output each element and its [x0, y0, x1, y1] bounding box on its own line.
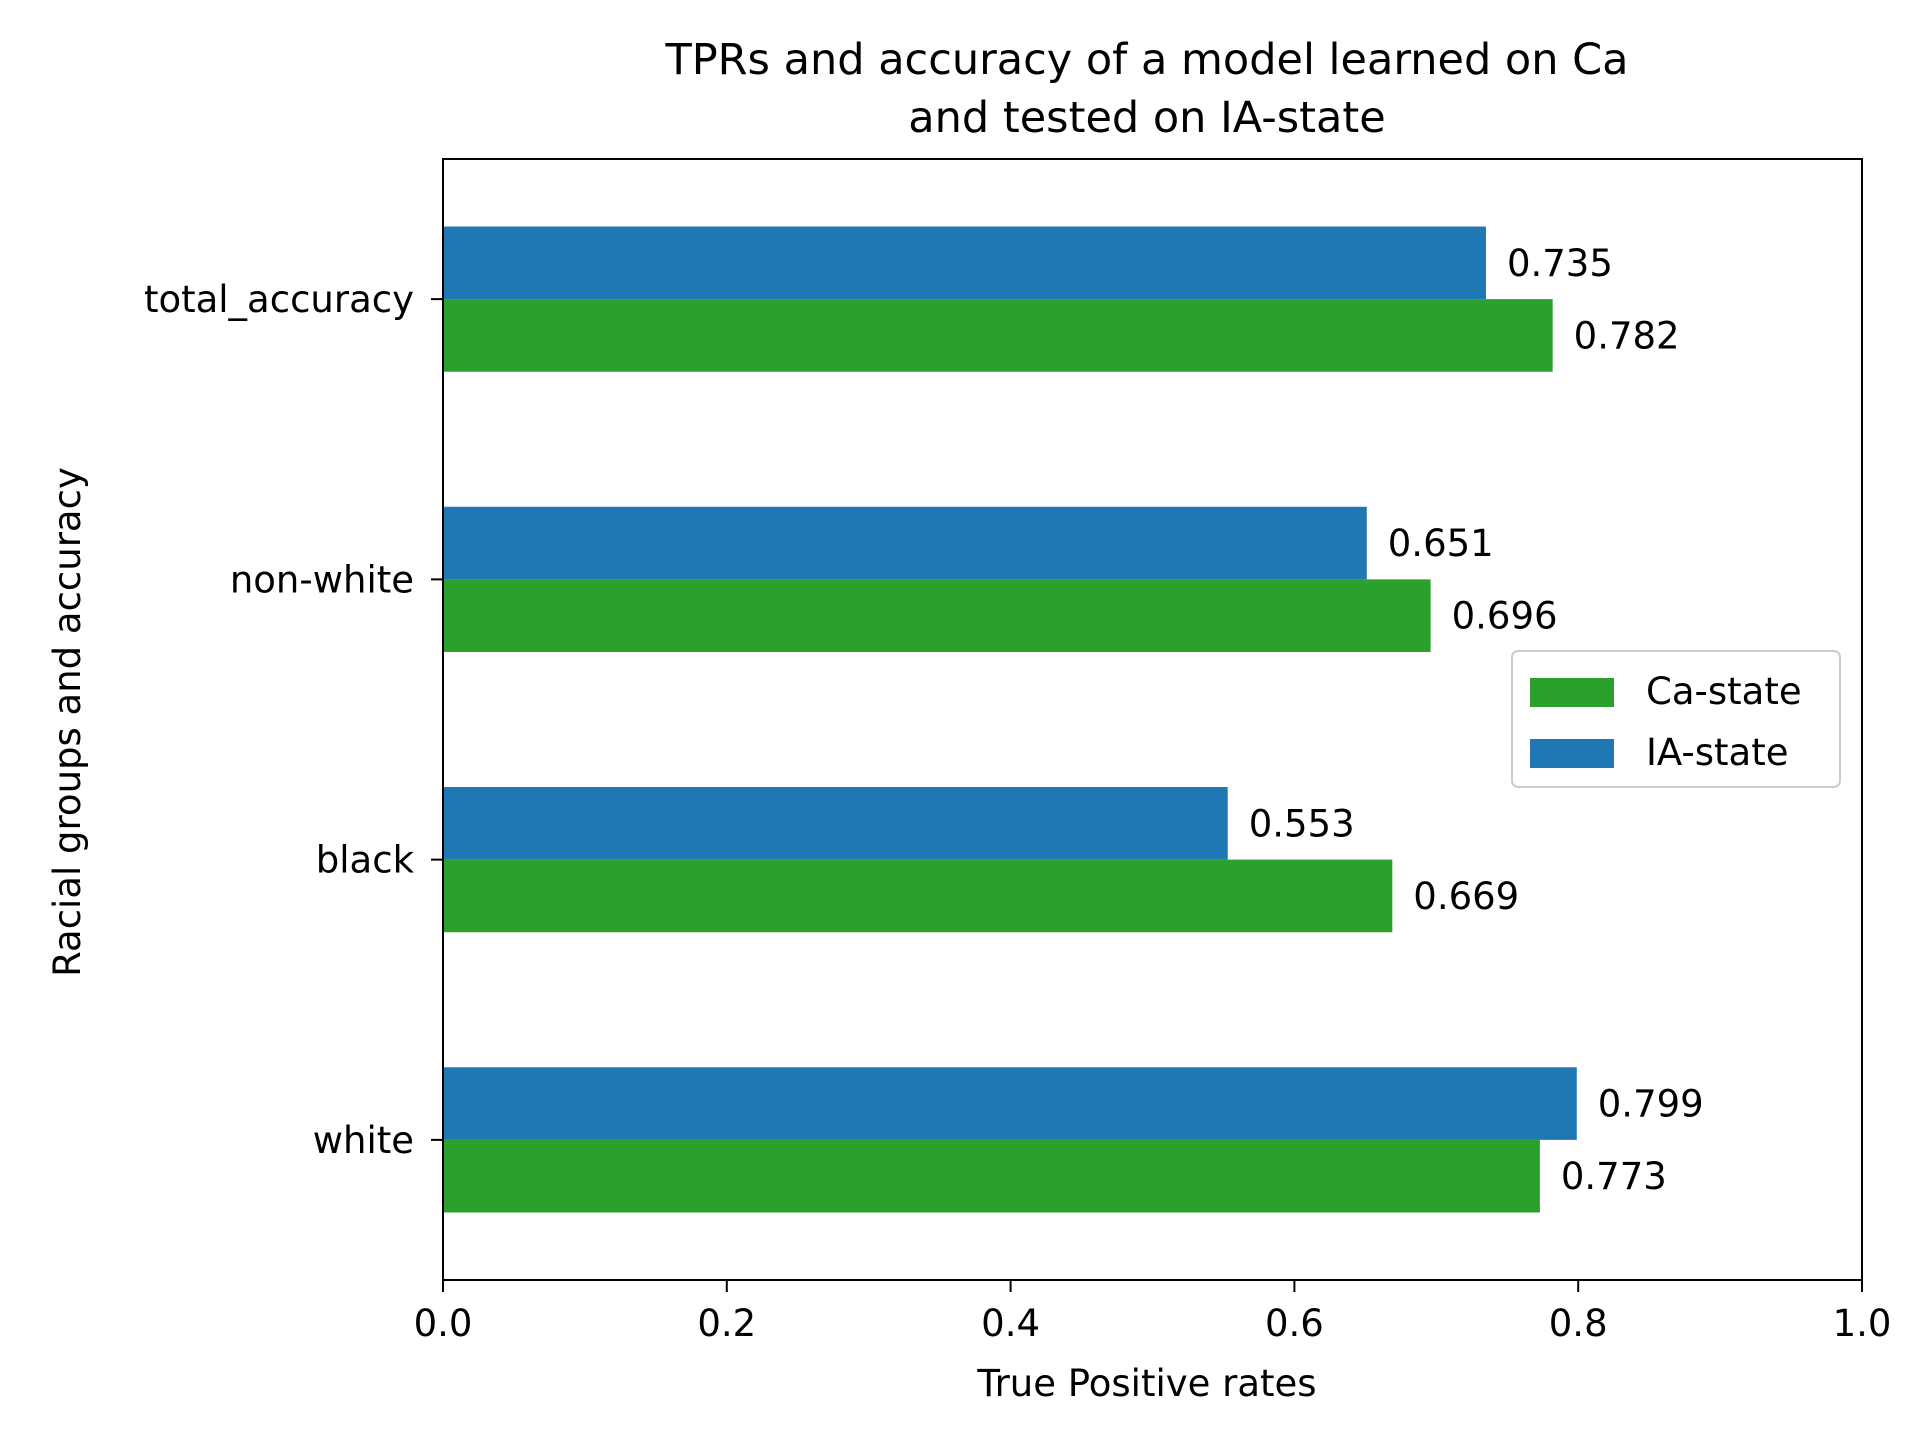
x-tick-label-0: 0.0 — [414, 1302, 473, 1345]
data-label-ia-state-white: 0.799 — [1598, 1083, 1704, 1126]
bar-ca-state-black — [443, 859, 1393, 933]
data-label-ca-state-white: 0.773 — [1561, 1155, 1667, 1198]
bar-ia-state-black — [443, 787, 1228, 860]
chart-title-line-2: and tested on IA-state — [908, 93, 1385, 143]
bar-ca-state-white — [443, 1139, 1540, 1213]
bar-ia-state-non-white — [443, 506, 1367, 580]
y-axis-label: Racial groups and accuracy — [46, 467, 89, 977]
legend-label-ca-state: Ca-state — [1646, 670, 1802, 713]
legend: Ca-state IA-state — [1511, 650, 1841, 788]
data-label-ca-state-black: 0.669 — [1413, 875, 1519, 918]
bar-ia-state-white — [443, 1067, 1577, 1140]
y-tick-label-non-white: non-white — [230, 558, 414, 601]
y-tick-label-total_accuracy: total_accuracy — [144, 278, 414, 321]
x-tick-label-5: 1.0 — [1833, 1302, 1892, 1345]
data-label-ia-state-black: 0.553 — [1249, 802, 1355, 845]
legend-swatch-ia-state — [1530, 739, 1614, 768]
chart-title-line-1: TPRs and accuracy of a model learned on … — [664, 35, 1628, 85]
axes-frame — [442, 158, 1863, 1281]
x-tick-label-3: 0.6 — [1265, 1302, 1324, 1345]
data-label-ca-state-total_accuracy: 0.782 — [1574, 314, 1680, 357]
x-axis-label: True Positive rates — [976, 1362, 1316, 1405]
data-label-ia-state-total_accuracy: 0.735 — [1507, 242, 1613, 285]
legend-label-ia-state: IA-state — [1646, 731, 1789, 774]
data-label-ia-state-non-white: 0.651 — [1388, 522, 1494, 565]
x-tick-label-1: 0.2 — [697, 1302, 756, 1345]
data-label-ca-state-non-white: 0.696 — [1452, 595, 1558, 638]
bar-ia-state-total_accuracy — [443, 226, 1486, 300]
bar-ca-state-total_accuracy — [443, 299, 1553, 372]
x-tick-label-4: 0.8 — [1549, 1302, 1608, 1345]
plot-area: 0.799 0.773 white 0.553 0.669 black 0.651 0.696… — [144, 158, 1892, 1345]
bar-ca-state-non-white — [443, 579, 1431, 652]
y-tick-label-white: white — [313, 1119, 414, 1162]
x-tick-label-2: 0.4 — [981, 1302, 1040, 1345]
legend-swatch-ca-state — [1530, 678, 1614, 707]
y-tick-label-black: black — [316, 839, 415, 882]
